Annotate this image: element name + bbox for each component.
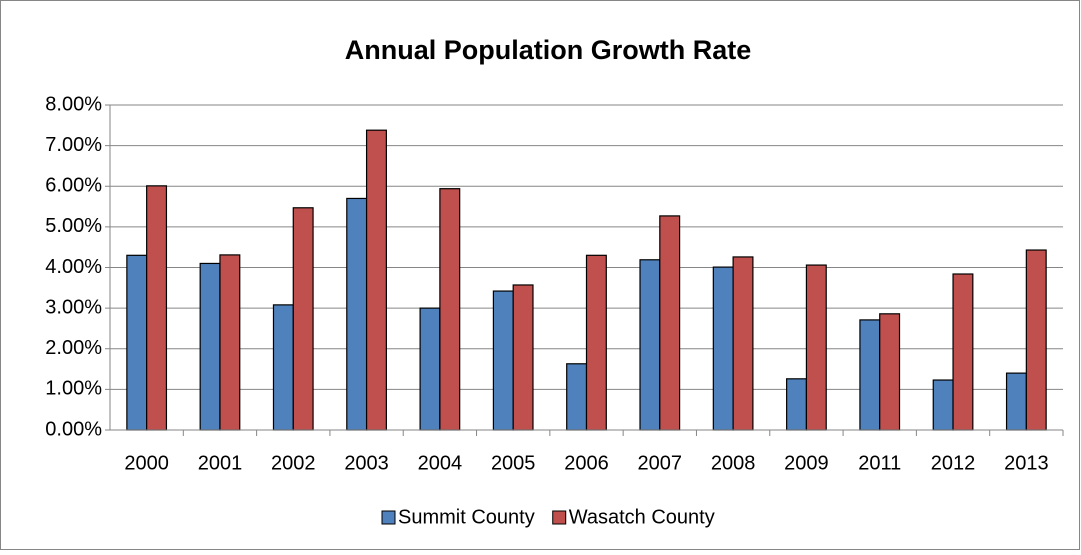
- bar: [659, 215, 681, 431]
- y-tick-label: 1.00%: [45, 378, 102, 400]
- bar: [585, 254, 607, 431]
- bar: [1005, 372, 1027, 431]
- x-tick-label: 2004: [418, 452, 463, 474]
- bar: [512, 284, 534, 431]
- bar: [365, 129, 387, 431]
- bar: [272, 304, 294, 431]
- bar: [219, 254, 241, 431]
- bar: [859, 319, 881, 431]
- y-tick-label: 5.00%: [45, 215, 102, 237]
- y-tick-label: 4.00%: [45, 256, 102, 278]
- chart-title: Annual Population Growth Rate: [345, 35, 752, 65]
- x-tick-label: 2002: [271, 452, 316, 474]
- bar: [346, 197, 368, 431]
- bar: [492, 290, 514, 431]
- y-tick-label: 3.00%: [45, 296, 102, 318]
- y-tick-label: 2.00%: [45, 337, 102, 359]
- x-tick-label: 2005: [491, 452, 536, 474]
- bar: [146, 185, 168, 431]
- legend-swatch: [552, 510, 567, 525]
- bar: [126, 254, 148, 431]
- legend-swatch: [381, 510, 396, 525]
- x-tick-label: 2011: [858, 452, 901, 474]
- legend-label: Summit County: [398, 506, 535, 528]
- bar: [419, 307, 441, 431]
- x-tick-label: 2009: [784, 452, 829, 474]
- bar: [639, 259, 661, 431]
- y-tick-label: 7.00%: [45, 134, 102, 156]
- bar: [439, 188, 461, 431]
- bar: [932, 379, 954, 431]
- x-tick-label: 2006: [564, 452, 609, 474]
- bar: [1025, 249, 1047, 431]
- bar: [732, 256, 754, 431]
- bar: [712, 266, 734, 431]
- y-tick-label: 8.00%: [45, 93, 102, 115]
- bar: [786, 378, 808, 431]
- y-tick-label: 0.00%: [45, 418, 102, 440]
- x-tick-label: 2000: [124, 452, 169, 474]
- x-tick-label: 2012: [931, 452, 976, 474]
- x-tick-label: 2007: [638, 452, 683, 474]
- bar: [879, 313, 901, 431]
- x-tick-label: 2003: [344, 452, 389, 474]
- bar: [952, 273, 974, 431]
- bar: [566, 363, 588, 431]
- x-tick-label: 2001: [198, 452, 243, 474]
- x-tick-label: 2013: [1004, 452, 1049, 474]
- x-tick-label: 2008: [711, 452, 756, 474]
- bar: [292, 207, 314, 431]
- y-tick-label: 6.00%: [45, 175, 102, 197]
- bar: [805, 264, 827, 431]
- bar: [199, 262, 221, 431]
- legend-label: Wasatch County: [569, 506, 715, 528]
